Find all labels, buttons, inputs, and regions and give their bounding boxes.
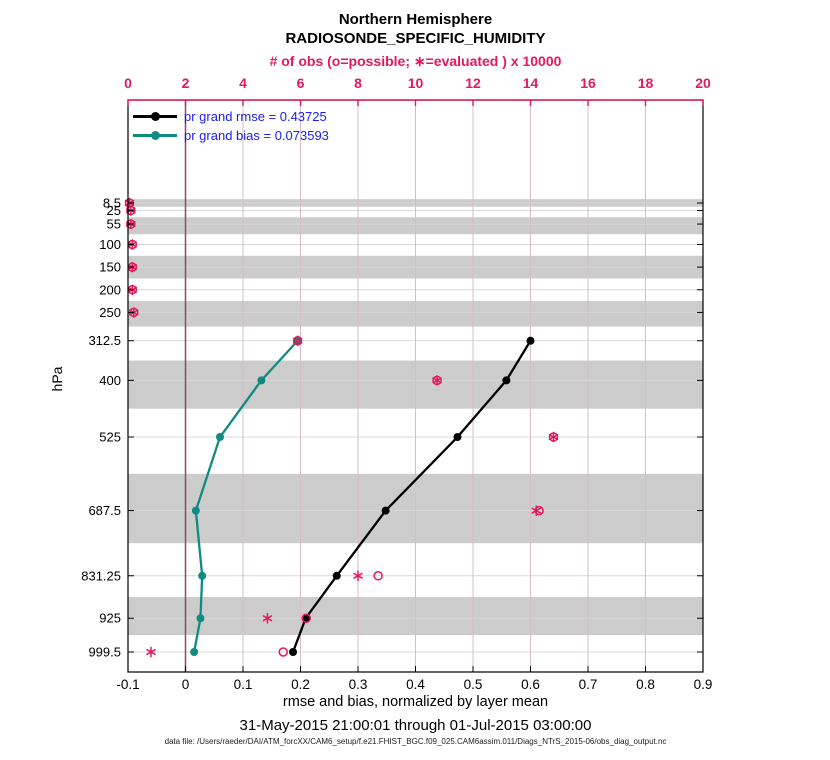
top-tick-label: 14 [523,75,539,91]
legend-item-bias: pr grand bias = 0.073593 [133,126,329,145]
y-tick-label: 8.5 [103,196,121,211]
x-tick-label: 0.2 [291,677,310,692]
x-tick-label: 0.9 [694,677,713,692]
top-tick-label: 12 [465,75,481,91]
bias-point [257,376,266,385]
y-tick-label: 831.25 [81,568,121,583]
bias-point [190,648,199,656]
bias-point [191,506,200,515]
rmse-point [526,336,535,345]
obs-possible-marker [373,571,383,581]
obs-possible-marker [301,613,311,623]
top-axis-title: # of obs (o=possible; ∗=evaluated ) x 10… [269,53,562,69]
top-tick-label: 10 [408,75,424,91]
rmse-point [453,433,462,442]
x-tick-label: 0.8 [636,677,655,692]
obs-evaluated-marker [292,337,303,344]
top-tick-label: 16 [580,75,596,91]
y-tick-label: 55 [107,217,121,232]
top-tick-label: 0 [124,75,132,91]
x-tick-label: 0 [182,677,190,692]
y-tick-label: 525 [99,430,121,445]
y-tick-label: 999.5 [88,645,121,660]
obs-evaluated-marker [262,615,273,622]
y-tick-label: 925 [99,611,121,626]
legend-bias-label: pr grand bias = 0.073593 [184,128,329,143]
y-tick-label: 200 [99,282,121,297]
rmse-point [502,376,511,385]
legend: pr grand rmse = 0.43725 pr grand bias = … [133,107,329,145]
x-tick-label: 0.6 [521,677,540,692]
legend-rmse-label: pr grand rmse = 0.43725 [184,109,327,124]
obs-evaluated-marker [146,648,156,656]
bias-line-swatch [133,131,177,140]
chart-title-region: Northern Hemisphere [338,11,493,28]
y-tick-label: 150 [99,260,121,275]
obs-evaluated-marker [353,572,363,579]
top-tick-label: 20 [695,75,711,91]
chart-title-observation-type: RADIOSONDE_SPECIFIC_HUMIDITY [285,30,546,47]
bias-point [216,433,224,442]
rmse-point [289,648,298,656]
obs-possible-marker [278,647,288,657]
x-axis-label: rmse and bias, normalized by layer mean [282,694,549,710]
legend-item-rmse: pr grand rmse = 0.43725 [133,107,329,126]
y-axis-unit-label: hPa [49,366,65,392]
rmse-point [332,571,341,580]
rmse-point [301,614,310,623]
x-tick-label: 0.3 [349,677,368,692]
rmse-line-swatch [133,112,177,121]
x-tick-label: 0.5 [464,677,483,692]
top-tick-label: 2 [182,75,190,91]
y-tick-label: 400 [99,373,121,388]
y-tick-label: 250 [99,305,121,320]
x-tick-label: 0.7 [579,677,598,692]
y-tick-label: 312.5 [88,333,121,348]
top-tick-label: 4 [239,75,247,91]
x-tick-label: -0.1 [116,677,139,692]
obs-evaluated-marker [531,507,541,514]
y-tick-label: 687.5 [88,503,121,518]
obs-evaluated-marker [432,377,442,384]
obs-evaluated-marker [548,433,559,441]
x-tick-label: 0.4 [406,677,425,692]
top-tick-label: 6 [297,75,305,91]
rmse-point [381,506,390,515]
data-file-path-label: data file: /Users/raeder/DAI/ATM_forcXX/… [164,737,667,746]
date-range-label: 31-May-2015 21:00:01 through 01-Jul-2015… [239,717,592,734]
top-tick-label: 18 [638,75,654,91]
y-tick-label: 25 [107,203,121,218]
x-tick-label: 0.1 [234,677,253,692]
bias-point [198,571,207,580]
top-tick-label: 8 [354,75,362,91]
y-tick-label: 100 [99,237,121,252]
bias-point [196,614,205,623]
